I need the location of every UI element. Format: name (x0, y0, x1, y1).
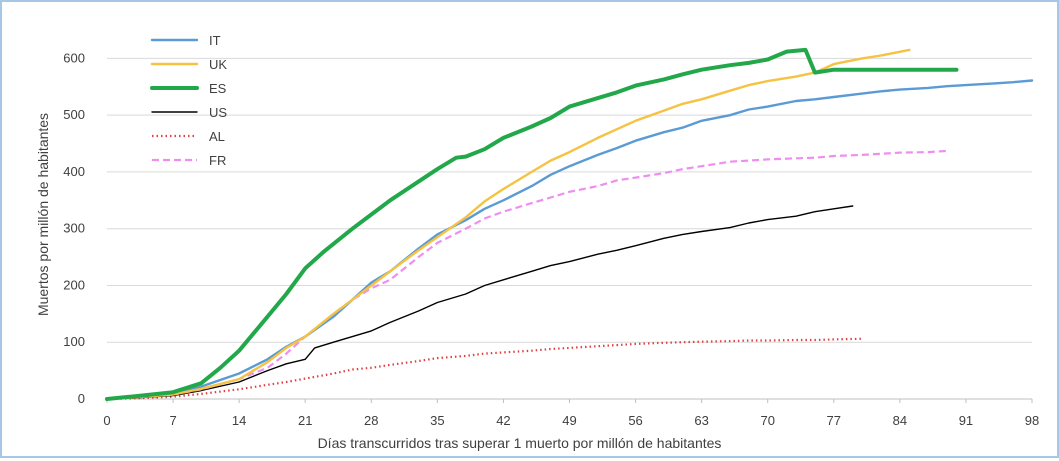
series-line-us (106, 205, 854, 400)
legend-label-it: IT (209, 33, 221, 48)
legend-label-us: US (209, 105, 227, 120)
legend-label-al: AL (209, 129, 225, 144)
x-tick-labels: 0 7 14 21 28 35 42 49 56 63 70 77 84 91 98 (103, 413, 1039, 428)
series-line-es (105, 47, 959, 401)
y-tick-label: 100 (63, 334, 85, 349)
legend-label-es: ES (209, 81, 227, 96)
x-tick-label: 49 (562, 413, 576, 428)
x-tick-label: 84 (893, 413, 907, 428)
x-tick-label: 28 (364, 413, 378, 428)
y-tick-label: 300 (63, 221, 85, 236)
x-tick-label: 7 (169, 413, 176, 428)
x-tick-label: 98 (1025, 413, 1039, 428)
legend-label-uk: UK (209, 57, 227, 72)
series-line-fr (106, 149, 948, 401)
x-tick-label: 56 (628, 413, 642, 428)
y-tick-label: 600 (63, 50, 85, 65)
y-tick-label: 0 (78, 391, 85, 406)
y-axis-title: Muertos por millón de habitantes (35, 113, 51, 316)
y-tick-label: 400 (63, 164, 85, 179)
y-tick-labels: 0 100 200 300 400 500 600 (63, 50, 85, 406)
x-tick-label: 63 (694, 413, 708, 428)
x-tick-label: 21 (298, 413, 312, 428)
series-line-uk (105, 48, 911, 401)
axes (106, 398, 1033, 403)
x-tick-label: 42 (496, 413, 510, 428)
legend: IT UK ES US AL FR (150, 33, 227, 168)
series-lines (105, 47, 1034, 401)
x-tick-label: 0 (103, 413, 110, 428)
gridlines (107, 57, 1032, 343)
y-tick-label: 200 (63, 277, 85, 292)
series-line-it (105, 79, 1034, 401)
x-tick-label: 35 (430, 413, 444, 428)
x-axis-title: Días transcurridos tras superar 1 muerto… (318, 435, 722, 451)
x-tick-label: 70 (760, 413, 774, 428)
x-tick-label: 77 (827, 413, 841, 428)
x-tick-label: 91 (959, 413, 973, 428)
x-tick-label: 14 (232, 413, 246, 428)
legend-label-fr: FR (209, 153, 226, 168)
y-tick-label: 500 (63, 107, 85, 122)
series-line-al (106, 337, 863, 401)
